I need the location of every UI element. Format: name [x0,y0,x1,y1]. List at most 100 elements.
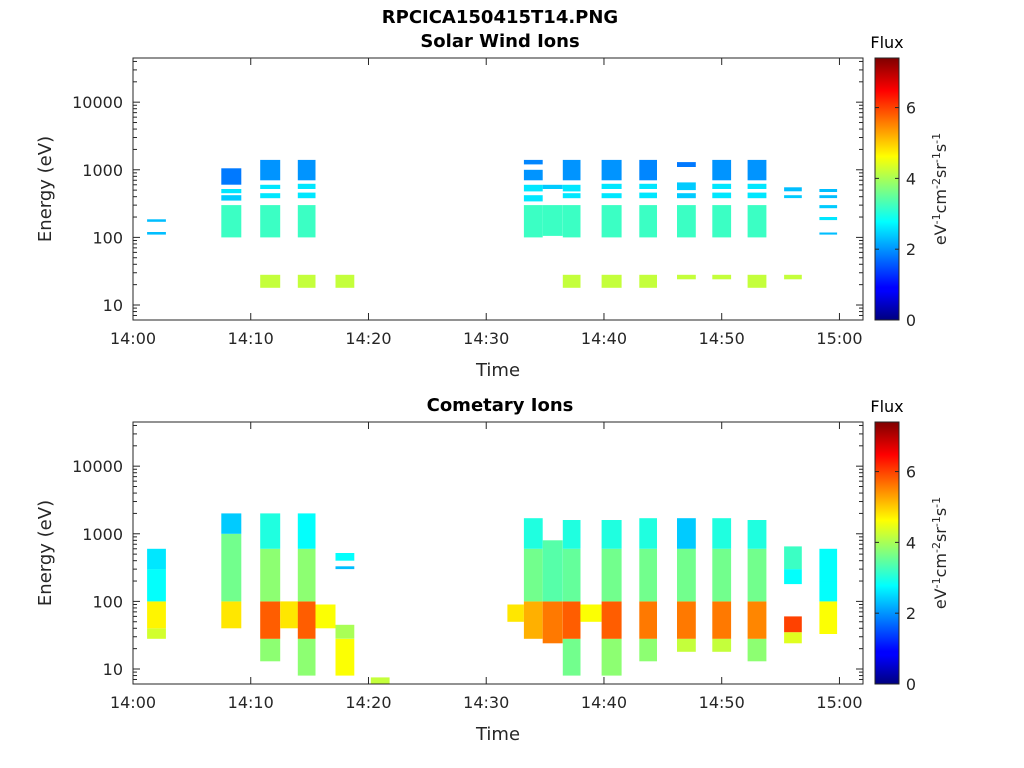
spectrogram-band [297,601,316,639]
plot-frame [132,421,864,685]
spectrogram-band [260,205,281,238]
spectrogram-band [784,195,802,199]
spectrogram-band [639,159,657,181]
spectrogram-band [260,274,281,288]
spectrogram-band [562,601,581,639]
spectrogram-band [523,601,543,639]
x-tick-label: 14:10 [228,329,274,348]
spectrogram-band [580,604,602,622]
spectrogram-band [677,638,696,652]
spectrogram-band [677,182,696,191]
x-axis-label: Time [475,724,520,745]
spectrogram-band [335,553,355,561]
y-tick-label: 10000 [72,93,123,112]
colorbar-unit-label: eV-1cm-2sr-1s-1 [930,133,950,245]
spectrogram-band [260,159,281,181]
spectrogram-band [523,548,543,602]
unit-base: sr [931,163,950,178]
y-tick-label: 10 [103,660,123,679]
unit-exponent: -1 [930,516,943,527]
spectrogram-band [297,513,316,549]
spectrogram-band [523,159,543,165]
spectrogram-band [712,192,732,199]
spectrogram-band [335,638,355,676]
spectrogram-band [819,195,838,199]
spectrogram-band [523,195,543,202]
spectrogram-band [335,274,355,288]
x-tick-label: 14:50 [699,693,745,712]
spectrogram-band [221,205,242,238]
spectrogram-band [315,604,336,629]
colorbar-tick-label: 2 [906,604,916,623]
spectrogram-band [147,628,166,639]
spectrogram-band [562,638,581,676]
x-tick-label: 14:30 [463,693,509,712]
spectrogram-band [639,205,657,238]
spectrogram-band [819,548,838,582]
spectrogram-band [370,677,390,684]
unit-exponent: -1 [930,152,943,163]
spectrogram-band [639,638,657,662]
colorbar-tick-label: 0 [906,675,916,694]
spectrogram-band [562,159,581,181]
spectrogram-band [677,518,696,549]
x-tick-label: 14:40 [581,329,627,348]
spectrogram-band [221,513,242,534]
spectrogram-band [260,601,281,639]
spectrogram-band [562,520,581,549]
x-axis-label: Time [475,360,520,381]
spectrogram-band [677,274,696,280]
spectrogram-band [280,601,298,629]
y-tick-label: 1000 [82,161,123,180]
unit-base: eV [931,224,950,245]
spectrogram-band [523,184,543,192]
spectrogram-band [819,601,838,634]
spectrogram-band [639,274,657,288]
spectrogram-band [784,632,802,644]
x-tick-label: 15:00 [816,329,862,348]
x-tick-label: 14:10 [228,693,274,712]
spectrogram-band [747,638,767,662]
x-tick-label: 14:00 [110,693,156,712]
x-tick-label: 14:40 [581,693,627,712]
spectrogram-band [562,274,581,288]
x-tick-label: 14:00 [110,329,156,348]
colorbar-tick-label: 4 [906,169,916,188]
spectrogram-band [677,548,696,602]
spectrogram-band [639,183,657,189]
spectrogram-band [712,274,732,280]
spectrogram-band [784,569,802,585]
colorbar-tick-label: 2 [906,240,916,259]
spectrogram-band [335,624,355,639]
spectrogram-band [819,205,838,209]
spectrogram-band [562,548,581,602]
spectrogram-band [335,566,355,570]
spectrogram-band [639,518,657,549]
spectrogram-band [784,187,802,192]
spectrogram-band [601,548,622,602]
y-tick-label: 100 [92,592,123,611]
spectrogram-band [562,193,581,199]
spectrogram-band [747,205,767,238]
y-tick-label: 1000 [82,525,123,544]
unit-exponent: -1 [930,497,943,508]
spectrogram-band [297,274,316,288]
spectrogram-band [147,569,166,602]
colorbar [874,57,900,321]
spectrogram-band [639,548,657,602]
spectrogram-band [523,518,543,549]
spectrogram-band [523,169,543,181]
spectrogram-band [297,159,316,181]
spectrogram-band [819,581,838,602]
x-tick-label: 14:20 [345,329,391,348]
spectrogram-band [221,195,242,201]
spectrogram-band [712,638,732,652]
colorbar-tick-label: 6 [906,463,916,482]
spectrogram-band [819,217,838,221]
unit-exponent: -2 [930,178,943,189]
spectrogram-band [542,601,563,644]
spectrogram-band [712,159,732,181]
spectrogram-band [639,192,657,199]
spectrogram-band [819,232,838,235]
spectrogram-band [677,601,696,639]
